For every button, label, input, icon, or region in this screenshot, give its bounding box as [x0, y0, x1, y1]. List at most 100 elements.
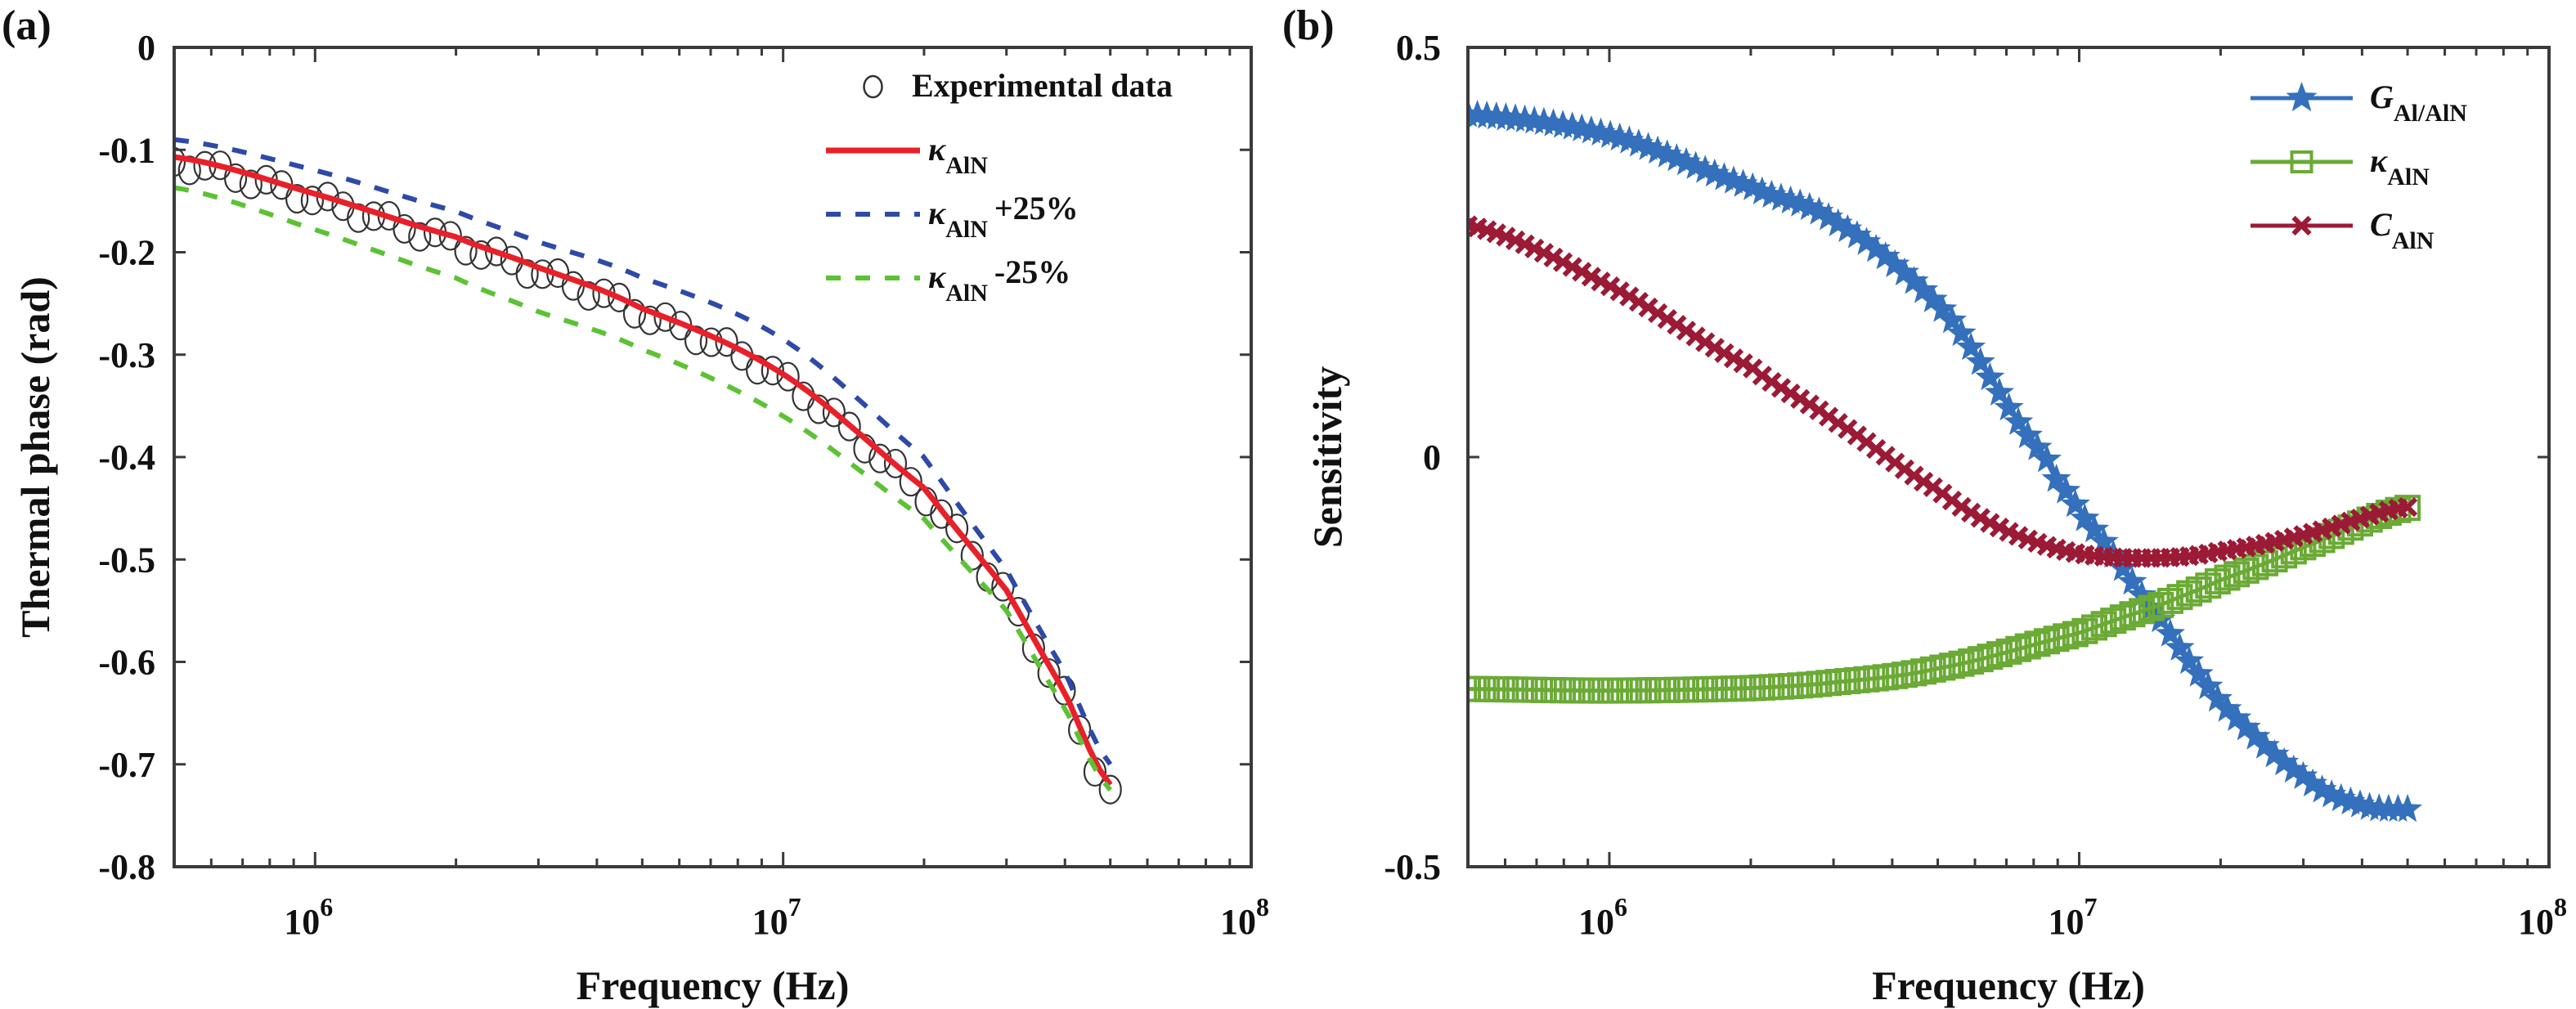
star-marker — [1643, 135, 1673, 164]
star-marker — [2250, 730, 2280, 759]
y-tick-label: -0.3 — [98, 335, 155, 375]
star-marker — [2070, 503, 2100, 531]
legend-star-icon — [2286, 82, 2318, 112]
star-marker — [1690, 155, 1721, 183]
series--aln — [174, 154, 1113, 787]
square-marker — [1910, 658, 1937, 685]
star-marker — [2117, 566, 2147, 595]
y-tick-label: 0.5 — [1396, 28, 1441, 68]
square-marker — [1986, 641, 2013, 668]
square-marker — [2185, 576, 2212, 603]
data-point — [454, 235, 478, 266]
star-marker — [2165, 632, 2195, 661]
square-marker — [1995, 638, 2022, 665]
data-point — [1098, 774, 1122, 805]
legend-item: κAlN — [2251, 142, 2430, 191]
panel-label-b: (b) — [1282, 2, 1335, 49]
panel-a-x-axis-title: Frequency (Hz) — [577, 962, 850, 1008]
legend-label: κAlN — [928, 131, 988, 179]
data-point — [899, 467, 922, 497]
legend-label: CAlN — [2370, 206, 2435, 254]
data-point — [945, 513, 969, 544]
panel-b-y-tick-labels: 0.5 0 -0.5 — [1384, 28, 1441, 887]
panel-b-axes-box — [1466, 46, 2551, 868]
x-marker — [1723, 348, 1744, 369]
x-tick-label: 108 — [1220, 892, 1269, 942]
y-tick-label: -0.6 — [98, 643, 155, 683]
square-marker — [1977, 644, 2004, 670]
star-marker — [1928, 294, 1958, 322]
star-marker — [2269, 747, 2300, 776]
square-marker — [2214, 564, 2241, 591]
star-marker — [1633, 132, 1663, 160]
legend-x-icon — [2291, 215, 2312, 236]
star-marker — [1842, 220, 1872, 249]
square-marker — [2195, 572, 2222, 599]
star-marker — [2202, 684, 2233, 712]
panel-a-x-tick-labels: 106 107 108 — [284, 892, 1269, 942]
panel-a-legend: Experimental data κAlN κAlN+25% κAlN-25% — [826, 67, 1173, 307]
panel-b-x-axis-title: Frequency (Hz) — [1872, 962, 2145, 1008]
square-marker — [2233, 557, 2260, 584]
data-point — [715, 327, 738, 357]
star-marker — [1861, 234, 1892, 262]
star-marker — [1699, 158, 1730, 187]
star-marker — [1833, 213, 1863, 243]
star-marker — [2297, 768, 2328, 797]
star-marker — [1804, 196, 1834, 225]
series-line — [174, 185, 1113, 792]
square-marker — [1929, 654, 1956, 681]
series-line — [174, 137, 1113, 766]
star-marker — [2288, 760, 2318, 789]
x-marker — [1780, 383, 1801, 404]
star-marker — [2193, 670, 2224, 700]
star-marker — [2089, 526, 2119, 555]
legend-square-icon — [2290, 150, 2313, 173]
square-marker — [2147, 591, 2174, 618]
y-tick-label: -0.7 — [98, 745, 155, 785]
data-point — [577, 280, 600, 312]
star-marker — [2307, 774, 2337, 803]
y-tick-label: 0 — [1423, 437, 1441, 478]
y-tick-label: 0 — [137, 28, 155, 68]
star-marker — [2183, 658, 2214, 687]
data-point — [393, 213, 416, 244]
data-point — [469, 240, 493, 270]
star-marker — [2013, 419, 2043, 449]
star-marker — [2051, 475, 2081, 504]
y-tick-label: -0.5 — [1384, 847, 1441, 887]
legend-label: Experimental data — [912, 67, 1173, 104]
square-marker — [2062, 621, 2089, 648]
series-g-al-aln — [1468, 99, 2423, 823]
x-tick-label: 107 — [752, 892, 801, 942]
x-marker — [1600, 276, 1621, 297]
series--aln-25- — [174, 185, 1113, 792]
square-marker — [2071, 617, 2098, 644]
star-marker — [2127, 580, 2157, 608]
star-marker — [1814, 202, 1844, 231]
panel-a-thermal-phase-chart: (a) 0 -0.1 -0.2 -0.3 -0.4 -0.5 -0.6 -0.7 -0.8 10… — [2, 2, 1269, 1008]
star-marker — [1823, 208, 1853, 236]
star-marker — [2080, 513, 2110, 543]
legend-item: κAlN+25% — [826, 190, 1079, 243]
x-marker — [1685, 326, 1706, 347]
legend-label: GAl/AlN — [2370, 78, 2467, 127]
square-marker — [2129, 598, 2156, 625]
star-marker — [1851, 226, 1882, 255]
star-marker — [1975, 361, 2005, 391]
square-marker — [1948, 650, 1975, 677]
y-tick-label: -0.1 — [98, 130, 155, 170]
star-marker — [1889, 257, 1919, 286]
star-marker — [2317, 779, 2347, 808]
data-point — [300, 186, 324, 216]
data-point — [1037, 658, 1061, 688]
star-marker — [1794, 191, 1824, 221]
star-marker — [1909, 275, 1939, 303]
data-point — [438, 221, 462, 251]
star-marker — [2098, 539, 2129, 568]
square-marker — [2034, 628, 2061, 655]
star-marker — [2231, 712, 2261, 741]
star-marker — [2174, 645, 2205, 675]
data-point — [822, 397, 846, 428]
legend-label: κAlN-25% — [928, 253, 1070, 307]
